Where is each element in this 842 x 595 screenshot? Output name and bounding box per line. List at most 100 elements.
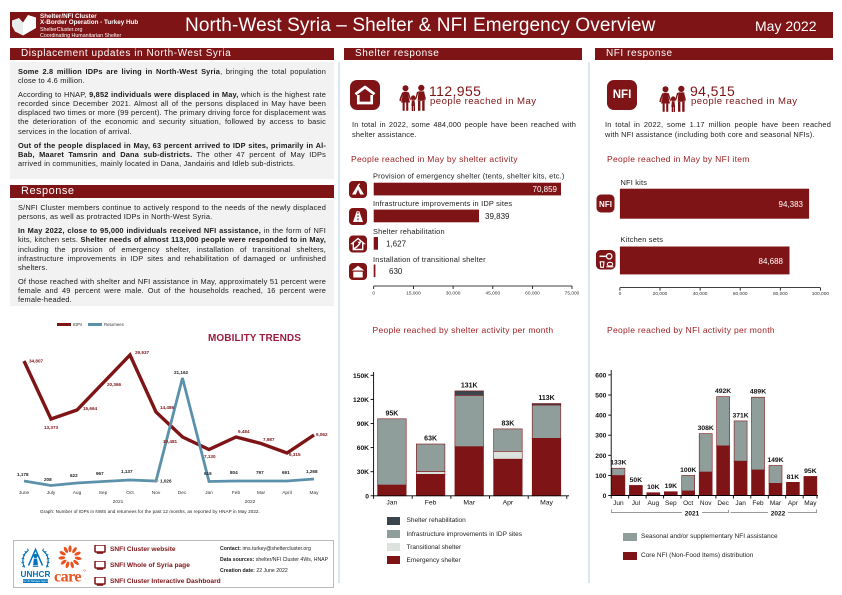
svg-text:Kitchen sets: Kitchen sets <box>621 235 664 244</box>
svg-text:131K: 131K <box>461 383 478 390</box>
svg-text:150K: 150K <box>353 373 369 380</box>
svg-text:492K: 492K <box>715 388 731 395</box>
svg-text:80,000: 80,000 <box>773 291 788 297</box>
svg-text:Infrastructure improvements in: Infrastructure improvements in IDP sites <box>373 199 512 208</box>
svg-text:0: 0 <box>365 493 369 500</box>
svg-text:200: 200 <box>595 453 606 460</box>
svg-text:400: 400 <box>595 413 606 420</box>
svg-text:Sep: Sep <box>665 500 677 507</box>
svg-text:The UN Refugee Agency: The UN Refugee Agency <box>22 580 50 583</box>
svg-text:100K: 100K <box>680 467 696 474</box>
svg-text:Apr: Apr <box>788 500 799 507</box>
svg-text:Jan: Jan <box>735 500 746 507</box>
svg-text:10K: 10K <box>647 484 660 491</box>
svg-text:Installation of transitional s: Installation of transitional shelter <box>373 255 486 264</box>
svg-text:UNHCR: UNHCR <box>20 570 50 579</box>
svg-text:Feb: Feb <box>232 490 241 496</box>
svg-text:15,664: 15,664 <box>83 406 97 411</box>
svg-text:616: 616 <box>204 471 212 476</box>
svg-text:7,987: 7,987 <box>263 437 275 442</box>
svg-text:2021: 2021 <box>113 499 124 505</box>
svg-text:308K: 308K <box>698 425 714 432</box>
svg-text:100: 100 <box>595 473 606 480</box>
svg-text:Oct: Oct <box>126 490 134 496</box>
svg-text:489K: 489K <box>750 389 766 396</box>
svg-text:Mar: Mar <box>257 490 266 496</box>
svg-text:208: 208 <box>44 477 52 482</box>
svg-text:Jul: Jul <box>632 500 641 507</box>
svg-text:Mar: Mar <box>770 500 782 507</box>
svg-text:6,315: 6,315 <box>289 452 301 457</box>
svg-text:NFI: NFI <box>599 200 612 209</box>
svg-text:Sep: Sep <box>99 490 108 496</box>
svg-text:371K: 371K <box>732 412 748 419</box>
svg-text:Feb: Feb <box>752 500 764 507</box>
svg-text:29,937: 29,937 <box>135 350 149 355</box>
svg-text:1,178: 1,178 <box>17 472 29 477</box>
svg-text:0: 0 <box>619 291 622 297</box>
svg-text:NFI kits: NFI kits <box>621 178 648 187</box>
svg-text:May: May <box>540 500 553 507</box>
svg-text:2022: 2022 <box>771 510 786 517</box>
svg-text:20,000: 20,000 <box>653 291 668 297</box>
svg-text:60K: 60K <box>357 445 369 452</box>
svg-text:Feb: Feb <box>425 500 437 507</box>
svg-text:70,859: 70,859 <box>533 185 558 194</box>
svg-text:30K: 30K <box>357 469 369 476</box>
svg-text:7,130: 7,130 <box>204 454 216 459</box>
svg-text:691: 691 <box>282 470 290 475</box>
svg-text:60,000: 60,000 <box>733 291 748 297</box>
svg-text:133K: 133K <box>610 460 626 467</box>
svg-text:50K: 50K <box>630 477 643 484</box>
svg-text:63K: 63K <box>424 436 437 443</box>
svg-text:Jun: Jun <box>613 500 624 507</box>
svg-text:500: 500 <box>595 393 606 400</box>
svg-text:20,366: 20,366 <box>107 382 121 387</box>
svg-text:Apr: Apr <box>503 500 514 507</box>
svg-text:Oct: Oct <box>683 500 693 507</box>
svg-text:1,026: 1,026 <box>160 479 172 484</box>
svg-text:Aug: Aug <box>73 490 82 496</box>
svg-text:90K: 90K <box>357 421 369 428</box>
svg-text:9,484: 9,484 <box>238 429 250 434</box>
svg-text:60,000: 60,000 <box>525 291 540 297</box>
svg-text:1,627: 1,627 <box>386 240 407 249</box>
svg-text:75,000: 75,000 <box>565 291 580 297</box>
svg-text:Dec: Dec <box>717 500 729 507</box>
svg-text:84,688: 84,688 <box>759 257 784 266</box>
svg-text:0: 0 <box>372 291 375 297</box>
svg-text:Nov: Nov <box>700 500 712 507</box>
svg-text:Aug: Aug <box>648 500 660 507</box>
svg-text:1,268: 1,268 <box>306 469 318 474</box>
svg-text:797: 797 <box>256 470 264 475</box>
svg-text:May: May <box>309 490 319 496</box>
svg-text:Mar: Mar <box>463 500 475 507</box>
svg-text:13,373: 13,373 <box>44 425 58 430</box>
svg-text:2021: 2021 <box>685 510 700 517</box>
svg-text:30,000: 30,000 <box>446 291 461 297</box>
svg-text:Nov: Nov <box>152 490 161 496</box>
svg-text:40,000: 40,000 <box>693 291 708 297</box>
svg-text:600: 600 <box>595 372 606 379</box>
svg-text:45,000: 45,000 <box>485 291 500 297</box>
svg-text:804: 804 <box>230 470 238 475</box>
svg-text:Jan: Jan <box>205 490 213 496</box>
svg-text:care: care <box>54 569 81 586</box>
svg-text:May: May <box>804 500 817 507</box>
svg-text:100,000: 100,000 <box>812 291 830 297</box>
svg-text:94,383: 94,383 <box>779 200 804 209</box>
svg-text:Jan: Jan <box>386 500 397 507</box>
svg-text:39,839: 39,839 <box>485 212 510 221</box>
svg-text:10,481: 10,481 <box>163 439 177 444</box>
svg-text:July: July <box>47 490 56 496</box>
svg-text:0: 0 <box>603 493 607 500</box>
svg-text:April: April <box>282 490 292 496</box>
svg-text:14,486: 14,486 <box>160 405 174 410</box>
svg-text:21,162: 21,162 <box>174 370 188 375</box>
svg-text:149K: 149K <box>767 457 783 464</box>
svg-text:Shelter rehabilitation: Shelter rehabilitation <box>373 227 445 236</box>
svg-text:Dec: Dec <box>178 490 187 496</box>
svg-text:81K: 81K <box>787 474 800 481</box>
svg-text:95K: 95K <box>385 411 398 418</box>
svg-text:15,000: 15,000 <box>406 291 421 297</box>
